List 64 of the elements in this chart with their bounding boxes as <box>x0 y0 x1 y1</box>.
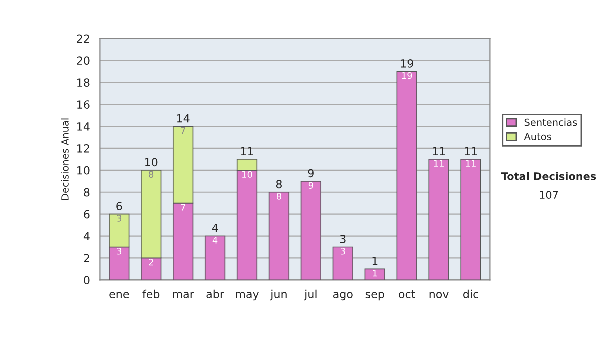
data-label: 4 <box>212 237 218 244</box>
y-tick-label: 10 <box>78 166 90 175</box>
total-label: 6 <box>116 202 122 211</box>
data-label: 8 <box>149 171 154 178</box>
text: 107 <box>540 191 558 200</box>
data-label: 3 <box>340 248 346 255</box>
total-label: 8 <box>276 180 282 189</box>
total-label: 11 <box>465 147 478 156</box>
y-tick-label: 6 <box>84 210 90 219</box>
bar <box>268 192 290 280</box>
y-tick-label: 18 <box>78 78 90 88</box>
y-tick-label: 22 <box>77 34 90 43</box>
total-label: 4 <box>212 224 218 232</box>
x-tick-label: nov <box>430 292 449 298</box>
data-label: 8 <box>276 193 282 200</box>
data-label: 19 <box>402 72 412 80</box>
text: Total Decisiones <box>501 172 596 180</box>
x-tick-label: jul <box>304 290 317 301</box>
x-tick-label: may <box>236 292 260 301</box>
x-tick-label: abr <box>206 290 224 298</box>
y-tick-label: 20 <box>77 56 90 66</box>
data-label: 3 <box>117 215 122 222</box>
y-tick-label: 14 <box>78 122 90 131</box>
bar <box>428 159 450 280</box>
y-tick-label: 2 <box>84 254 90 262</box>
x-tick-label: dic <box>464 290 478 298</box>
data-label: 11 <box>466 160 476 167</box>
total-label: 14 <box>177 114 190 123</box>
total-label: 10 <box>146 158 158 167</box>
y-axis-title: Decisiones Anual <box>61 118 69 200</box>
total-label: 1 <box>372 257 378 266</box>
y-tick-label: 12 <box>78 144 90 153</box>
data-label: 3 <box>117 248 122 255</box>
data-label: 1 <box>373 270 378 277</box>
total-label: 19 <box>401 59 414 68</box>
y-tick-label: 4 <box>84 232 90 240</box>
x-tick-label: jun <box>270 290 287 301</box>
x-tick-label: ago <box>333 292 353 301</box>
data-label: 9 <box>308 182 314 189</box>
y-tick-label: 0 <box>84 276 90 285</box>
total-label: 11 <box>241 147 254 156</box>
bar <box>396 71 418 280</box>
legend-label: Sentencias <box>524 118 578 126</box>
bar <box>332 246 354 280</box>
bar <box>364 268 386 280</box>
total-label: 9 <box>308 169 314 178</box>
total-label: 11 <box>433 147 446 156</box>
x-tick-label: sep <box>366 292 384 301</box>
legend-label: Autos <box>524 133 552 140</box>
total-label: 3 <box>340 235 346 244</box>
data-label: 7 <box>181 204 186 211</box>
x-tick-label: ene <box>110 292 130 298</box>
bar <box>300 180 322 280</box>
x-tick-label: mar <box>173 292 194 298</box>
data-label: 11 <box>434 160 444 167</box>
y-tick-label: 8 <box>84 188 90 197</box>
data-label: 7 <box>181 127 186 134</box>
x-tick-label: oct <box>399 290 416 298</box>
bar <box>204 236 226 280</box>
data-label: 2 <box>149 258 154 266</box>
y-tick-label: 16 <box>78 100 90 109</box>
x-tick-label: feb <box>142 290 160 298</box>
data-label: 10 <box>242 171 252 178</box>
bar <box>460 159 482 280</box>
